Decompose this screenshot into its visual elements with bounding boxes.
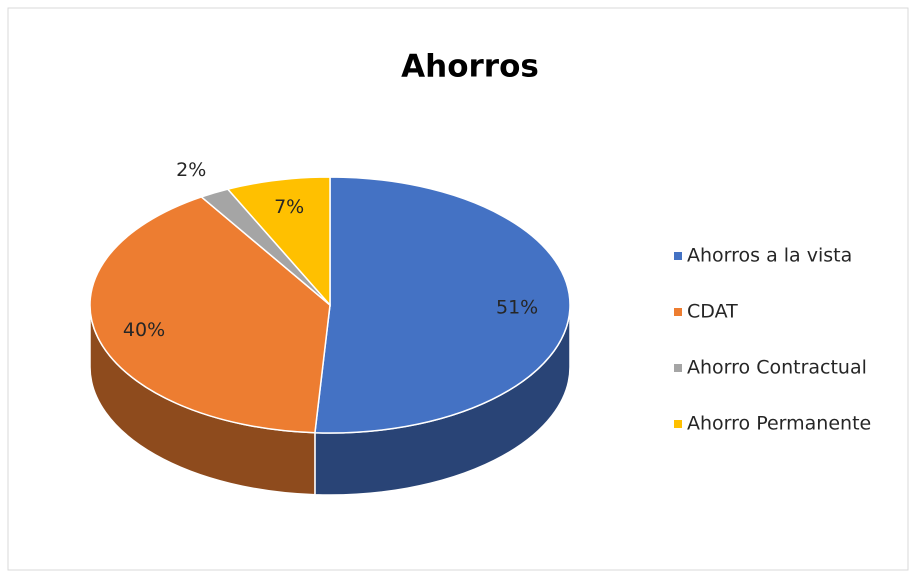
legend-label: CDAT [687,301,738,323]
legend-label: Ahorro Permanente [687,413,871,435]
legend-swatch [674,252,682,260]
legend-swatch [674,420,682,428]
slice [314,176,571,434]
data-label: 7% [274,196,304,218]
slice [89,196,331,434]
slice [226,176,331,307]
data-label: 40% [123,319,165,341]
legend-swatch [674,308,682,316]
legend-swatch [674,364,682,372]
data-label: 2% [176,159,206,181]
legend-label: Ahorros a la vista [687,245,852,267]
legend-label: Ahorro Contractual [687,357,867,379]
chart-title: Ahorros [401,49,539,85]
data-label: 51% [496,297,538,319]
